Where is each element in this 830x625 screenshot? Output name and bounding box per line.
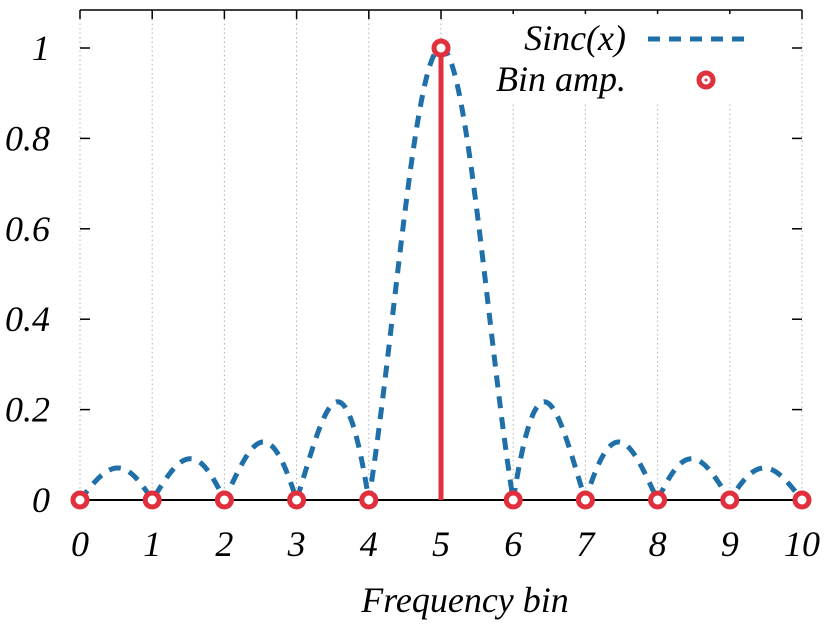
bin-marker-8 (648, 490, 668, 510)
bin-marker-7 (575, 490, 595, 510)
x-tick-label-10: 10 (784, 524, 820, 564)
legend: Sinc(x) Bin amp. (470, 14, 760, 104)
x-tick-label-9: 9 (721, 524, 739, 564)
x-tick-label-0: 0 (71, 524, 89, 564)
x-tick-label-3: 3 (287, 524, 306, 564)
bin-marker-9 (720, 490, 740, 510)
bin-marker-10 (792, 490, 812, 510)
y-tick-label-1: 0.2 (5, 390, 50, 430)
x-tick-label-8: 8 (649, 524, 667, 564)
bin-marker-6 (503, 490, 523, 510)
bin-marker-1 (142, 490, 162, 510)
legend-label-sinc: Sinc(x) (524, 18, 626, 58)
legend-swatch-bin-amp-center (704, 78, 708, 82)
bin-markers (70, 38, 812, 510)
y-tick-label-4: 0.8 (5, 118, 50, 158)
x-tick-label-2: 2 (215, 524, 233, 564)
legend-background (470, 14, 760, 104)
x-tick-label-5: 5 (432, 524, 450, 564)
bin-marker-3 (287, 490, 307, 510)
y-tick-label-3: 0.6 (5, 209, 50, 249)
x-tick-label-6: 6 (504, 524, 522, 564)
x-tick-label-4: 4 (360, 524, 378, 564)
bin-marker-5 (431, 38, 451, 58)
bin-marker-4 (359, 490, 379, 510)
y-tick-label-5: 1 (32, 28, 50, 68)
x-axis-title: Frequency bin (360, 580, 569, 620)
y-tick-label-2: 0.4 (5, 299, 50, 339)
legend-label-bin-amp: Bin amp. (496, 59, 626, 99)
bin-marker-2 (214, 490, 234, 510)
y-tick-label-0: 0 (32, 480, 50, 520)
x-tick-label-7: 7 (576, 524, 596, 564)
tick-labels: 0 1 2 3 4 5 6 7 8 9 10 0 0.2 0.4 0.6 0.8 1 (5, 28, 820, 564)
x-tick-label-1: 1 (143, 524, 161, 564)
bin-marker-0 (70, 490, 90, 510)
